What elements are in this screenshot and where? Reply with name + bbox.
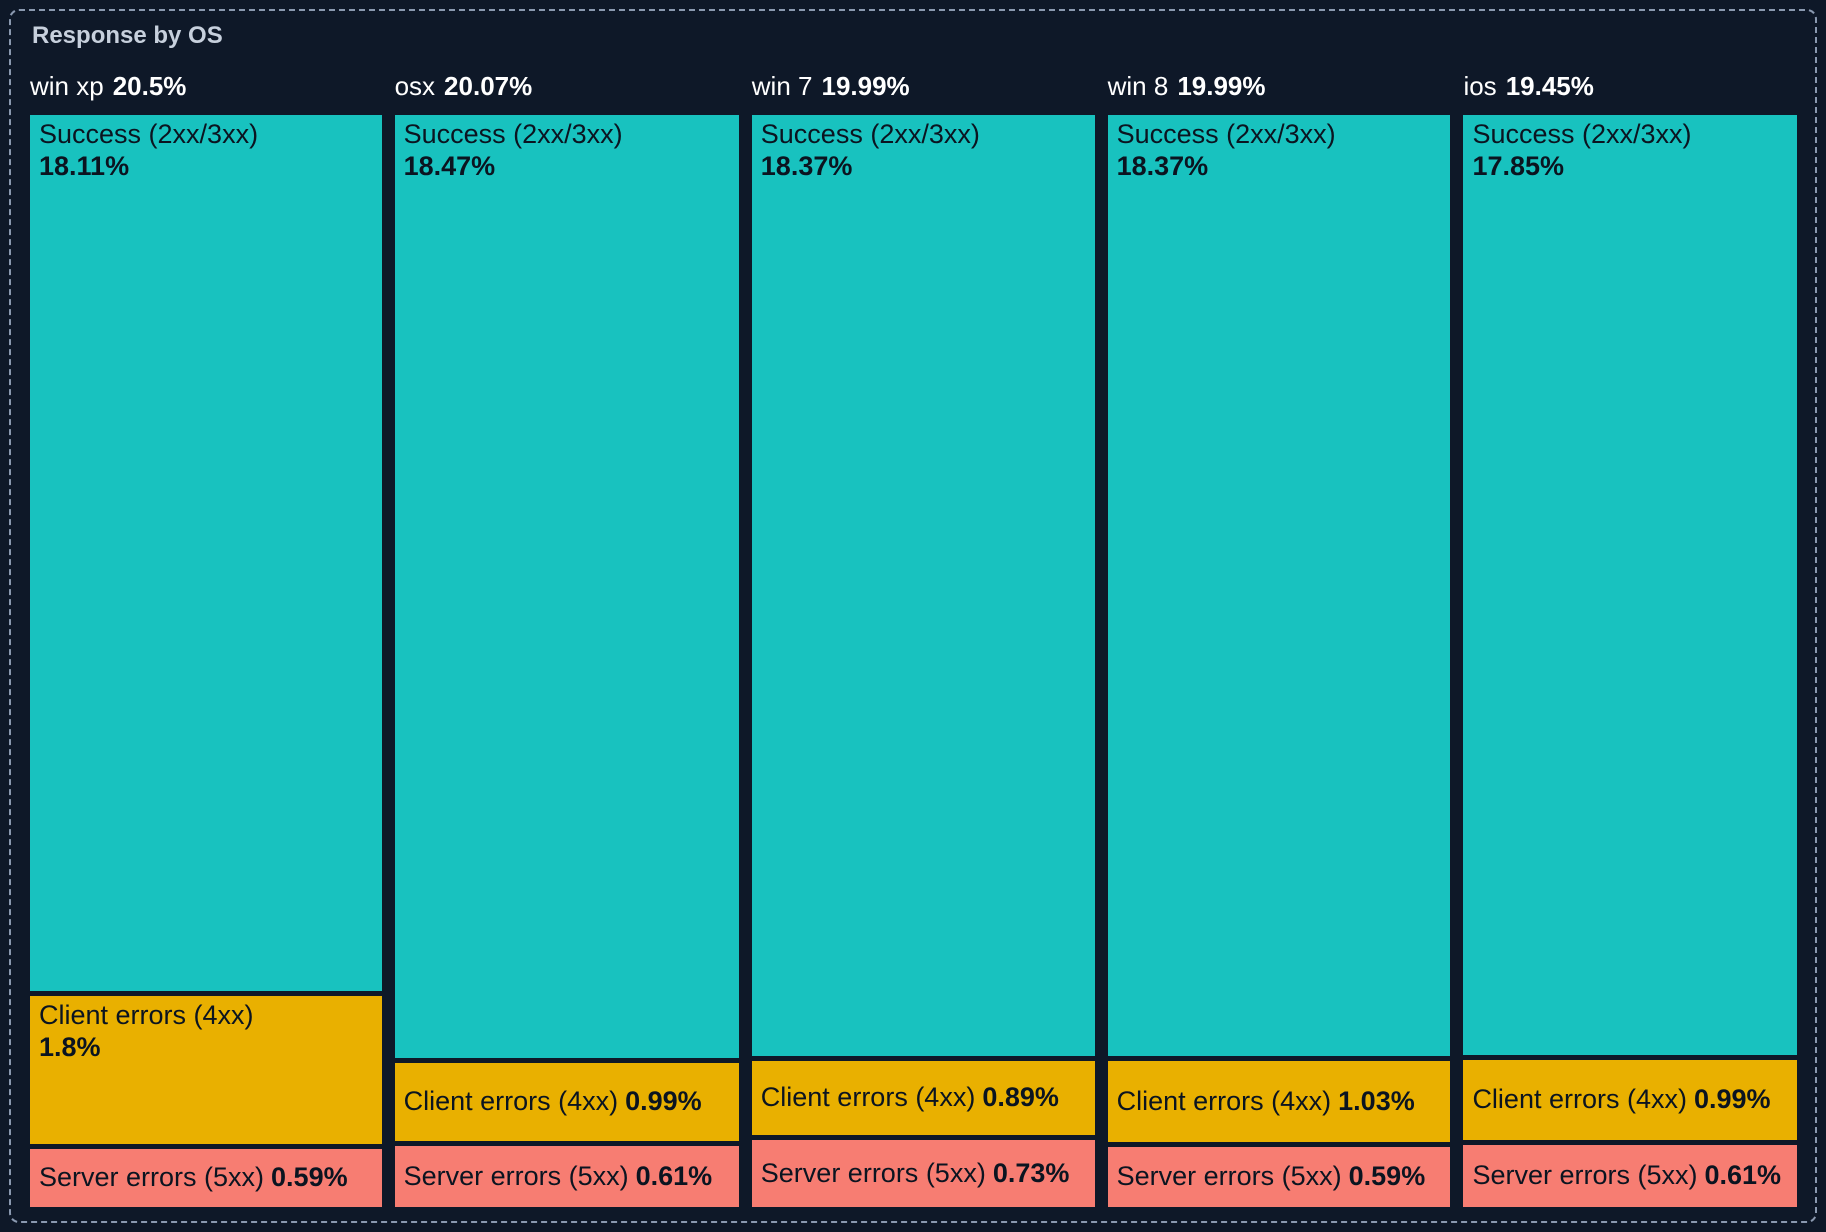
treemap-segment-client-errors[interactable]: Client errors (4xx) 1.8% bbox=[30, 995, 382, 1144]
os-column-body: Success (2xx/3xx) 18.37% Client errors (… bbox=[1107, 115, 1451, 1208]
os-column-header[interactable]: win 8 19.99% bbox=[1108, 70, 1451, 103]
treemap-segment-server-errors[interactable]: Server errors (5xx) 0.73% bbox=[751, 1140, 1095, 1208]
os-column-header[interactable]: win 7 19.99% bbox=[752, 70, 1095, 103]
response-by-os-panel: Response by OS win xp 20.5% Success (2xx… bbox=[9, 9, 1817, 1223]
os-column-body: Success (2xx/3xx) 18.47% Client errors (… bbox=[394, 115, 739, 1207]
segment-percent: 0.61% bbox=[1704, 1160, 1782, 1191]
segment-percent: 18.37% bbox=[760, 150, 853, 181]
segment-percent: 1.8% bbox=[39, 1031, 101, 1062]
segment-percent: 0.59% bbox=[271, 1161, 348, 1192]
treemap-segment-client-errors[interactable]: Client errors (4xx) 1.03% bbox=[1107, 1061, 1451, 1143]
os-column-ios: ios 19.45% Success (2xx/3xx) 17.85% Clie… bbox=[1463, 70, 1797, 1207]
os-total-percent: 19.99% bbox=[821, 71, 910, 101]
treemap-segment-success[interactable]: Success (2xx/3xx) 18.47% bbox=[394, 115, 739, 1058]
os-column-header[interactable]: ios 19.45% bbox=[1463, 70, 1797, 103]
os-total-percent: 19.45% bbox=[1505, 71, 1594, 101]
treemap-segment-success[interactable]: Success (2xx/3xx) 18.37% bbox=[1107, 115, 1451, 1057]
os-column-osx: osx 20.07% Success (2xx/3xx) 18.47% Clie… bbox=[394, 70, 739, 1207]
segment-percent: 0.99% bbox=[625, 1085, 702, 1116]
os-total-percent: 19.99% bbox=[1177, 71, 1266, 101]
segment-label: Success (2xx/3xx) bbox=[1116, 119, 1336, 149]
os-column-header[interactable]: osx 20.07% bbox=[395, 70, 739, 103]
segment-label: Server errors (5xx) bbox=[39, 1161, 265, 1192]
segment-label: Success (2xx/3xx) bbox=[403, 119, 623, 149]
treemap-segment-client-errors[interactable]: Client errors (4xx) 0.89% bbox=[751, 1061, 1095, 1136]
treemap-chart: win xp 20.5% Success (2xx/3xx) 18.11% Cl… bbox=[30, 70, 1797, 1208]
segment-percent: 0.61% bbox=[635, 1160, 713, 1191]
segment-label: Server errors (5xx) bbox=[1472, 1160, 1698, 1191]
segment-label: Client errors (4xx) bbox=[760, 1082, 976, 1113]
os-name-label: ios bbox=[1463, 71, 1497, 101]
panel-title: Response by OS bbox=[32, 22, 223, 49]
segment-label: Success (2xx/3xx) bbox=[1472, 119, 1692, 149]
os-total-percent: 20.5% bbox=[112, 71, 187, 101]
os-column-body: Success (2xx/3xx) 18.11% Client errors (… bbox=[30, 115, 382, 1207]
os-column-body: Success (2xx/3xx) 18.37% Client errors (… bbox=[751, 115, 1095, 1208]
segment-percent: 18.47% bbox=[403, 150, 496, 181]
segment-label: Client errors (4xx) bbox=[1472, 1084, 1687, 1115]
treemap-segment-server-errors[interactable]: Server errors (5xx) 0.59% bbox=[30, 1148, 382, 1207]
segment-percent: 0.59% bbox=[1348, 1161, 1426, 1192]
segment-percent: 18.11% bbox=[39, 150, 130, 181]
treemap-segment-success[interactable]: Success (2xx/3xx) 18.11% bbox=[30, 115, 382, 991]
os-name-label: win 7 bbox=[751, 71, 813, 101]
segment-percent: 17.85% bbox=[1472, 150, 1565, 181]
treemap-segment-server-errors[interactable]: Server errors (5xx) 0.61% bbox=[394, 1146, 739, 1207]
segment-percent: 0.99% bbox=[1693, 1084, 1771, 1115]
segment-label: Server errors (5xx) bbox=[1116, 1161, 1342, 1192]
segment-label: Server errors (5xx) bbox=[760, 1157, 986, 1188]
treemap-segment-success[interactable]: Success (2xx/3xx) 17.85% bbox=[1463, 115, 1797, 1056]
os-total-percent: 20.07% bbox=[444, 71, 533, 101]
segment-label: Client errors (4xx) bbox=[403, 1085, 619, 1116]
os-column-win-7: win 7 19.99% Success (2xx/3xx) 18.37% Cl… bbox=[751, 70, 1095, 1208]
treemap-segment-server-errors[interactable]: Server errors (5xx) 0.59% bbox=[1107, 1147, 1451, 1208]
os-column-win-8: win 8 19.99% Success (2xx/3xx) 18.37% Cl… bbox=[1107, 70, 1451, 1208]
os-name-label: win xp bbox=[30, 71, 104, 101]
os-column-win-xp: win xp 20.5% Success (2xx/3xx) 18.11% Cl… bbox=[30, 70, 382, 1207]
segment-label: Client errors (4xx) bbox=[1116, 1085, 1332, 1116]
os-name-label: osx bbox=[394, 71, 436, 101]
segment-label: Server errors (5xx) bbox=[403, 1160, 629, 1191]
segment-label: Client errors (4xx) bbox=[39, 999, 254, 1030]
treemap-segment-client-errors[interactable]: Client errors (4xx) 0.99% bbox=[394, 1062, 739, 1142]
segment-percent: 0.73% bbox=[992, 1157, 1070, 1188]
treemap-segment-success[interactable]: Success (2xx/3xx) 18.37% bbox=[751, 115, 1095, 1057]
treemap-segment-server-errors[interactable]: Server errors (5xx) 0.61% bbox=[1463, 1145, 1797, 1207]
segment-label: Success (2xx/3xx) bbox=[39, 119, 259, 149]
os-name-label: win 8 bbox=[1107, 71, 1169, 101]
os-column-header[interactable]: win xp 20.5% bbox=[30, 70, 382, 103]
treemap-segment-client-errors[interactable]: Client errors (4xx) 0.99% bbox=[1463, 1060, 1797, 1141]
segment-percent: 18.37% bbox=[1116, 150, 1209, 181]
segment-percent: 1.03% bbox=[1338, 1085, 1415, 1116]
segment-label: Success (2xx/3xx) bbox=[760, 119, 980, 149]
segment-percent: 0.89% bbox=[982, 1082, 1059, 1113]
os-column-body: Success (2xx/3xx) 17.85% Client errors (… bbox=[1463, 115, 1797, 1207]
